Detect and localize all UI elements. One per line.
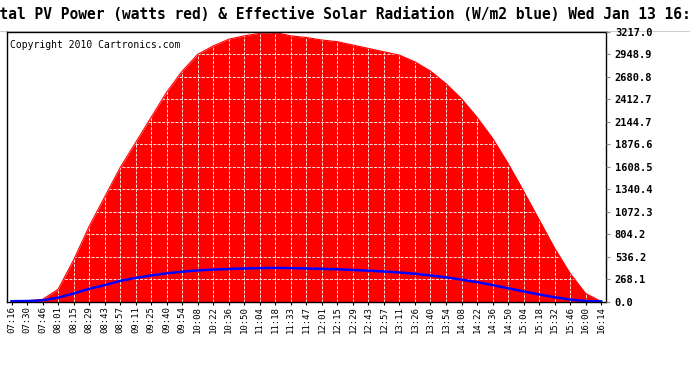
Text: Copyright 2010 Cartronics.com: Copyright 2010 Cartronics.com (10, 40, 180, 50)
Text: Total PV Power (watts red) & Effective Solar Radiation (W/m2 blue) Wed Jan 13 16: Total PV Power (watts red) & Effective S… (0, 7, 690, 22)
